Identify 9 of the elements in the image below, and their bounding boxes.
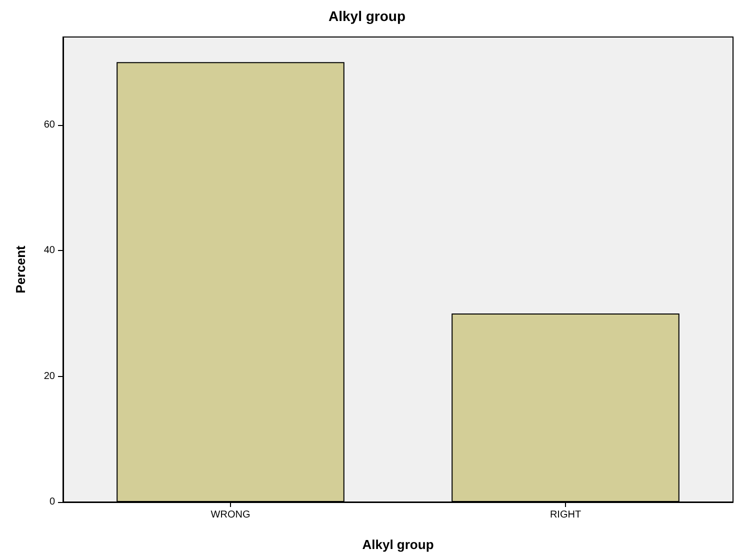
y-axis-title: Percent xyxy=(13,244,28,294)
y-tick-label: 40 xyxy=(44,245,56,256)
chart-title: Alkyl group xyxy=(328,8,406,24)
y-tick-label: 20 xyxy=(44,370,56,382)
x-axis-title: Alkyl group xyxy=(362,537,434,552)
y-tick-label: 60 xyxy=(44,119,56,130)
x-tick-label: RIGHT xyxy=(550,510,582,520)
y-tick-label: 0 xyxy=(49,496,56,508)
x-tick-label: WRONG xyxy=(210,510,250,520)
